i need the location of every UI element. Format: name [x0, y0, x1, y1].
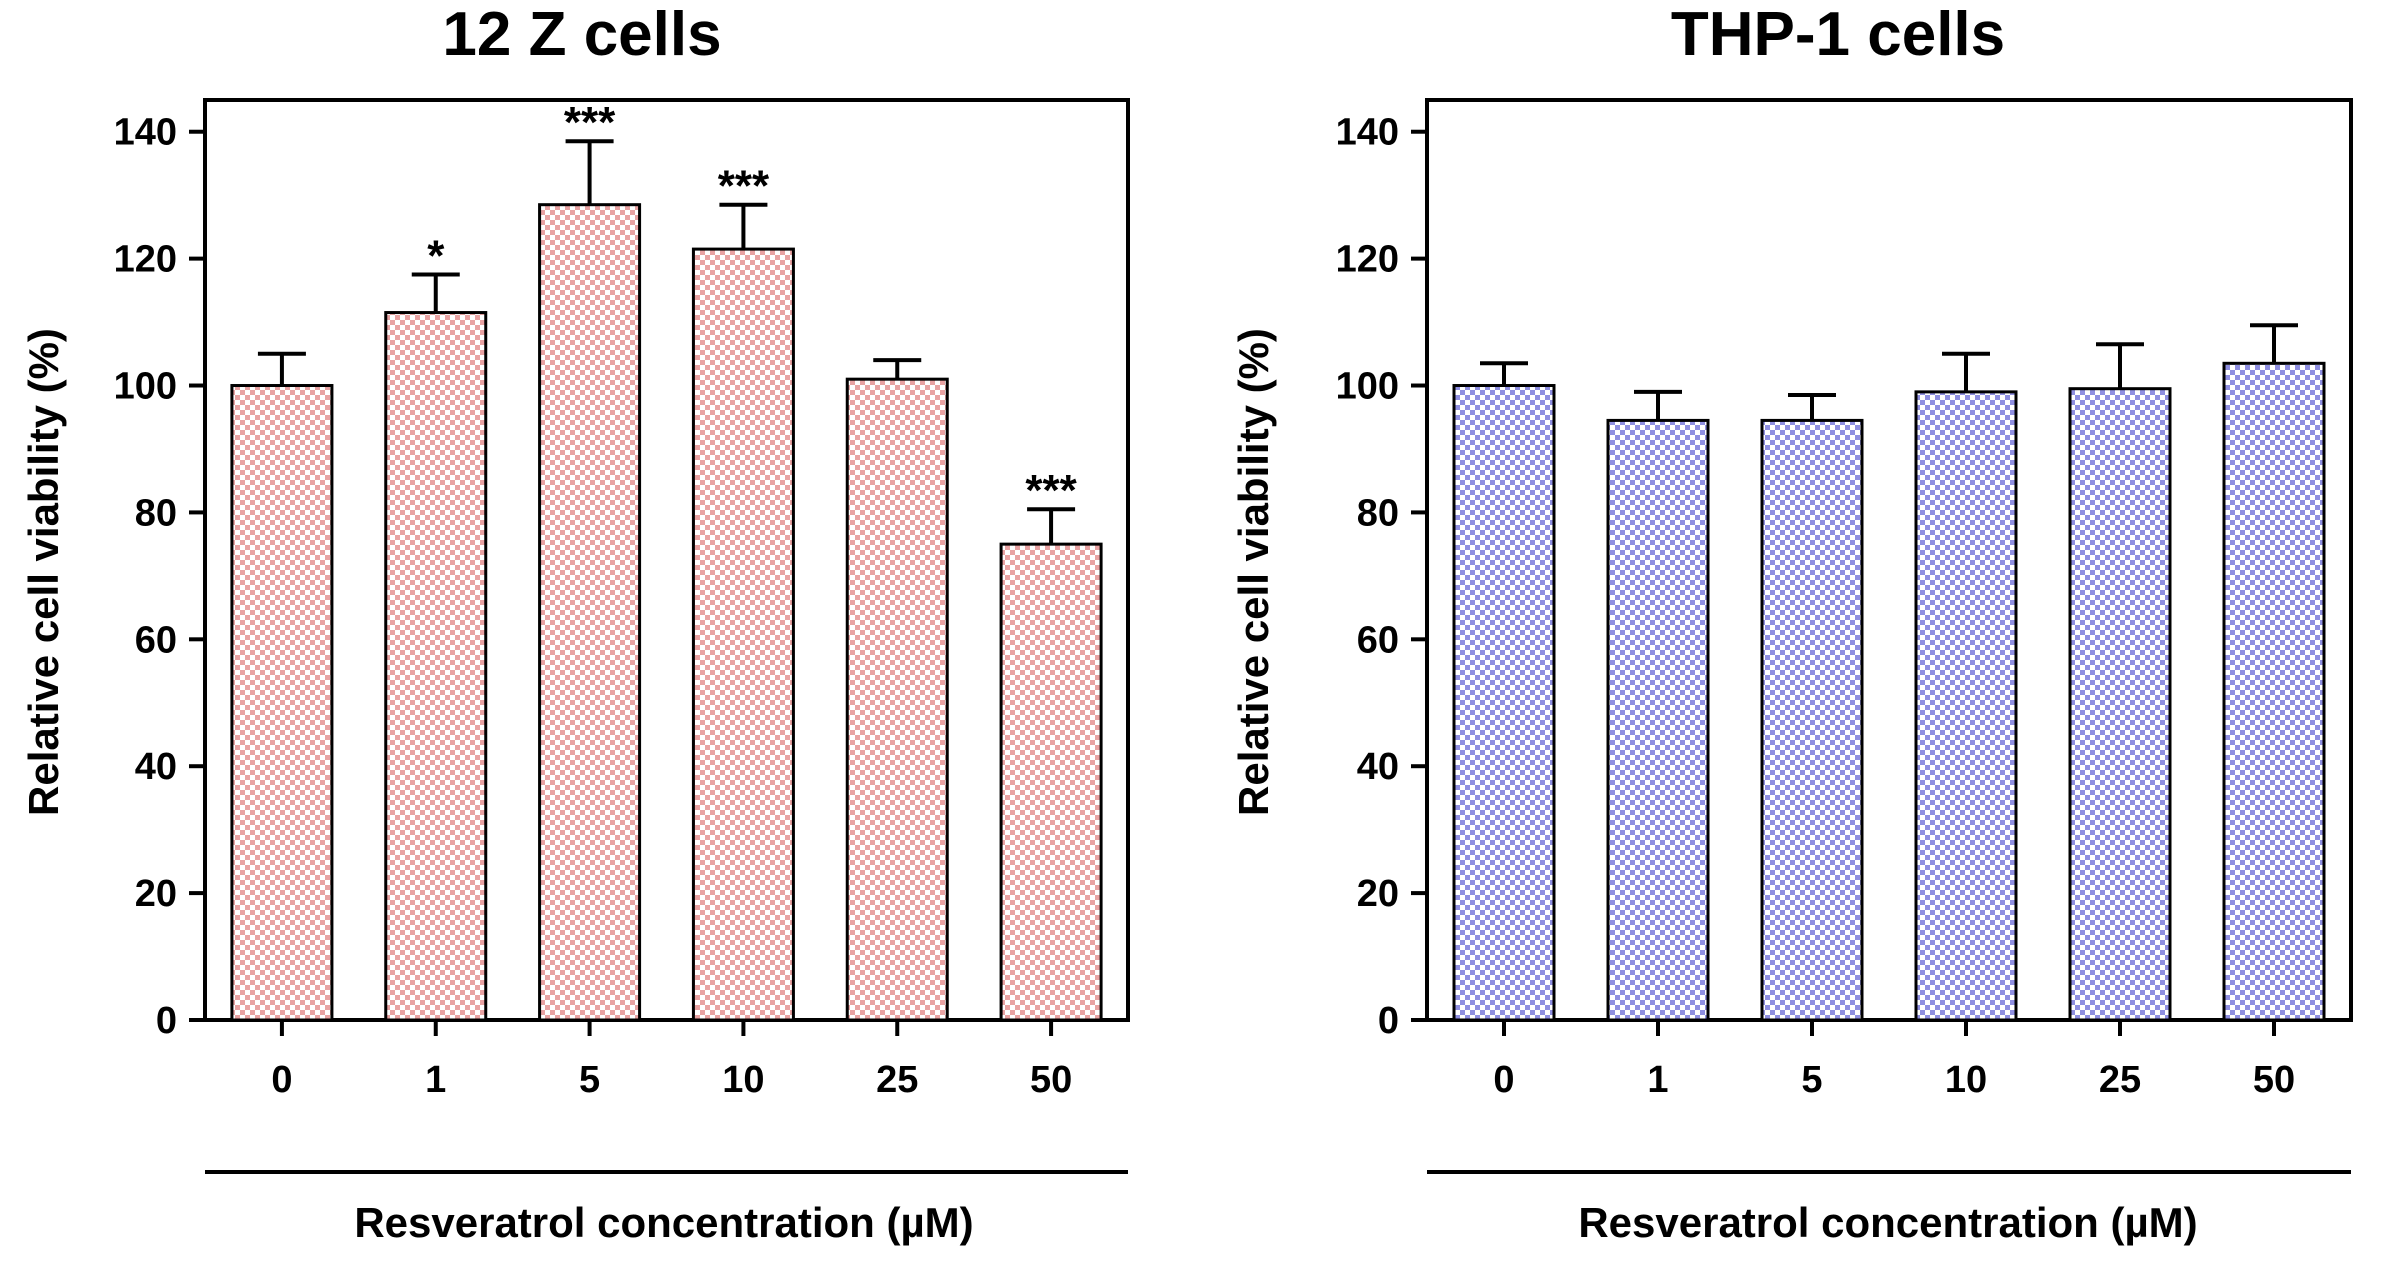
y-tick-label: 40 — [1357, 746, 1399, 788]
y-tick-label: 60 — [1357, 619, 1399, 661]
chart-title: 12 Z cells — [442, 0, 721, 69]
bar-0 — [1452, 384, 1556, 1022]
bar-10 — [1914, 390, 2018, 1022]
bar-0 — [230, 384, 334, 1022]
y-tick-label: 20 — [1357, 873, 1399, 915]
significance-marker-1: * — [427, 231, 445, 280]
x-tick-label: 25 — [2099, 1059, 2141, 1101]
y-tick-label: 100 — [114, 366, 177, 408]
x-tick-label: 10 — [722, 1059, 764, 1101]
bar-25 — [2068, 387, 2172, 1022]
significance-marker-10: *** — [718, 162, 770, 211]
y-tick-label: 40 — [135, 746, 177, 788]
chart-title: THP-1 cells — [1671, 0, 2005, 69]
x-tick-label: 5 — [579, 1059, 600, 1101]
bar-50 — [2222, 361, 2326, 1022]
x-axis-label: Resveratrol concentration (µM) — [354, 1199, 973, 1246]
significance-marker-5: *** — [564, 98, 616, 147]
y-tick-label: 100 — [1336, 366, 1399, 408]
bar-5 — [538, 203, 642, 1022]
bar-50 — [999, 542, 1103, 1022]
bar-5 — [1760, 418, 1864, 1022]
y-tick-label: 140 — [1336, 112, 1399, 154]
bar-25 — [845, 377, 949, 1022]
y-axis-label: Relative cell viability (%) — [1230, 328, 1277, 816]
y-tick-label: 0 — [156, 1000, 177, 1042]
x-tick-label: 10 — [1945, 1059, 1987, 1101]
y-tick-label: 20 — [135, 873, 177, 915]
y-tick-label: 80 — [1357, 492, 1399, 534]
chart-panel-12z: 12 Z cells Relative cell viability (%) R… — [20, 0, 1130, 1246]
chart-panel-thp1: THP-1 cells Relative cell viability (%) … — [1230, 0, 2353, 1246]
x-tick-label: 50 — [1030, 1059, 1072, 1101]
y-tick-label: 120 — [1336, 239, 1399, 281]
x-tick-label: 50 — [2253, 1059, 2295, 1101]
x-tick-label: 1 — [425, 1059, 446, 1101]
x-tick-label: 5 — [1801, 1059, 1822, 1101]
y-tick-label: 0 — [1378, 1000, 1399, 1042]
plot-frame — [203, 98, 1130, 1022]
bar-1 — [384, 311, 488, 1022]
bar-10 — [691, 247, 795, 1022]
x-tick-label: 0 — [1493, 1059, 1514, 1101]
y-tick-label: 120 — [114, 239, 177, 281]
x-tick-label: 25 — [876, 1059, 918, 1101]
y-tick-label: 60 — [135, 619, 177, 661]
bar-1 — [1606, 418, 1710, 1022]
significance-marker-50: *** — [1025, 466, 1077, 515]
y-tick-label: 80 — [135, 492, 177, 534]
plot-frame — [1425, 98, 2353, 1022]
y-axis-label: Relative cell viability (%) — [20, 328, 67, 816]
x-axis-label: Resveratrol concentration (µM) — [1578, 1199, 2197, 1246]
x-tick-label: 0 — [271, 1059, 292, 1101]
x-tick-label: 1 — [1647, 1059, 1668, 1101]
y-tick-label: 140 — [114, 112, 177, 154]
